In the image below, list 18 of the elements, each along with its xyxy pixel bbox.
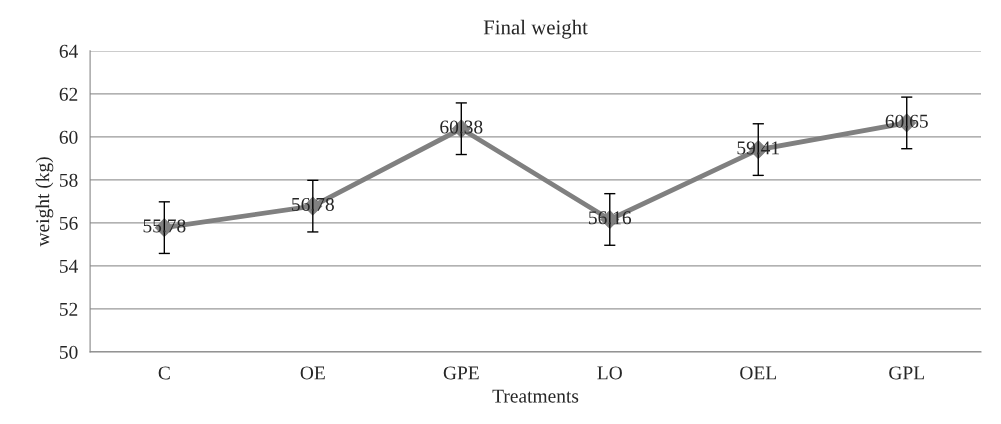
y-tick-label: 62: [59, 87, 78, 101]
x-tick-label: GPE: [443, 366, 479, 380]
chart-title: Final weight: [483, 19, 588, 39]
y-tick-label: 60: [59, 130, 78, 144]
x-axis-title: Treatments: [492, 389, 579, 403]
y-tick-label: 64: [59, 44, 78, 58]
x-tick-label: GPL: [889, 366, 924, 380]
y-tick-label: 50: [59, 345, 78, 359]
x-tick-label: C: [158, 366, 170, 380]
x-tick-label: OE: [300, 366, 325, 380]
y-tick-label: 58: [59, 173, 78, 187]
y-tick-label: 52: [59, 302, 78, 316]
y-tick-label: 54: [59, 259, 78, 273]
data-label: 56.78: [292, 197, 334, 212]
x-tick-label: LO: [597, 366, 622, 380]
y-tick-label: 56: [59, 216, 78, 230]
y-axis-title: weight (kg): [35, 157, 54, 247]
x-tick-label: OEL: [740, 366, 776, 380]
